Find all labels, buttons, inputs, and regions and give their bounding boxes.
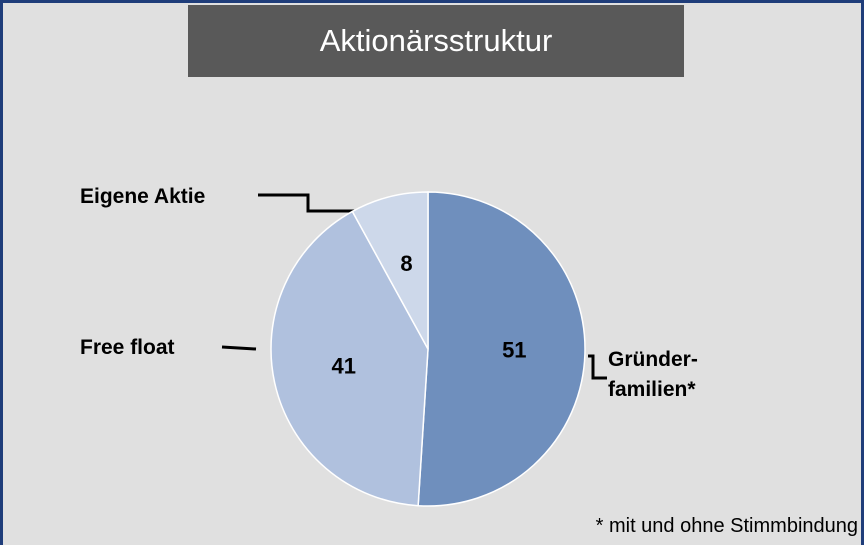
value-label: 51 [502, 338, 526, 363]
chart-title: Aktionärsstruktur [188, 5, 684, 77]
category-label: Gründer- familien* [608, 348, 698, 401]
leader-line [221, 345, 257, 351]
footnote: * mit und ohne Stimmbindung [595, 515, 858, 537]
pie-slice [270, 210, 429, 507]
category-label: Free float [80, 336, 175, 359]
leader-line [588, 354, 607, 380]
leader-lines [221, 193, 607, 380]
category-label: Eigene Aktie [80, 185, 206, 208]
leader-line [258, 193, 358, 213]
pie-slice [351, 191, 429, 350]
value-label: 8 [400, 251, 412, 276]
value-label: 41 [331, 354, 355, 379]
pie-slice [417, 191, 586, 507]
